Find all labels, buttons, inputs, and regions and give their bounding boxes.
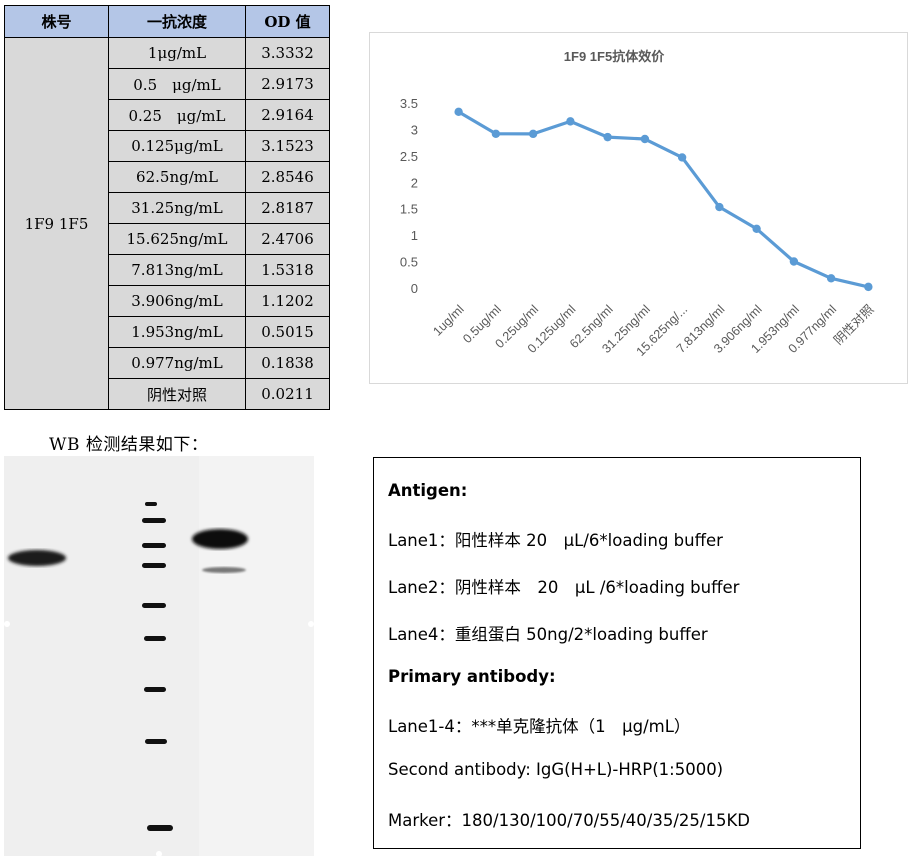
table-row: 阴性对照 0.0211 <box>5 378 330 410</box>
table-header-row: 株号 一抗浓度 OD 值 <box>4 5 330 38</box>
data-point <box>677 153 687 162</box>
concentration-cell: 0.125μg/mL <box>108 130 246 162</box>
wb-result-label: WB 检测结果如下： <box>49 435 209 455</box>
od-value-cell: 0.5015 <box>245 316 330 348</box>
header-od: OD 值 <box>245 5 330 38</box>
table-row: 0.125μg/mL 3.1523 <box>5 130 330 162</box>
x-tick-label: 1ug/ml <box>430 302 466 338</box>
chart-title: 1F9 1F5抗体效价 <box>564 49 665 64</box>
titer-line-chart: 1F9 1F5抗体效价 3.5 3 2.5 2 1.5 1 0.5 0 1ug/ml 0.5ug… <box>369 32 908 384</box>
marker-description: Marker：180/130/100/70/55/40/35/25/15KD <box>388 811 750 830</box>
second-antibody-description: Second antibody: IgG(H+L)-HRP(1:5000) <box>388 760 724 779</box>
data-point <box>752 224 761 233</box>
table-row: 62.5ng/mL 2.8546 <box>5 161 330 193</box>
od-value-cell: 3.3332 <box>245 37 330 69</box>
lane1-description: Lane1：阳性样本 20 μL/6*loading buffer <box>388 531 723 550</box>
table-row: 7.813ng/mL 1.5318 <box>5 254 330 286</box>
y-tick-label: 3 <box>411 122 418 137</box>
y-axis-ticks: 3.5 3 2.5 2 1.5 1 0.5 0 <box>400 96 418 296</box>
data-point <box>454 107 463 117</box>
table-row: 1F9 1F5 1μg/mL 3.3332 <box>4 37 330 410</box>
table-body: 1F9 1F5 1μg/mL 3.3332 0.5 μg/mL 2.9173 0.25 μ… <box>4 37 330 410</box>
concentration-cell: 62.5ng/mL <box>108 161 246 193</box>
concentration-cell: 1.953ng/mL <box>108 316 246 348</box>
y-tick-label: 2 <box>411 175 418 190</box>
od-value-cell: 0.0211 <box>245 378 330 410</box>
lane4-description: Lane4：重组蛋白 50ng/2*loading buffer <box>388 625 708 644</box>
header-strain: 株号 <box>4 5 109 38</box>
concentration-cell: 0.977ng/mL <box>108 347 246 379</box>
od-value-cell: 3.1523 <box>245 130 330 162</box>
table-row: 31.25ng/mL 2.8187 <box>5 192 330 224</box>
chart-svg: 1F9 1F5抗体效价 3.5 3 2.5 2 1.5 1 0.5 0 1ug/ml0.5ug… <box>400 49 877 359</box>
concentration-cell: 0.5 μg/mL <box>108 68 246 100</box>
strain-cell: 1F9 1F5 <box>4 37 109 410</box>
data-point <box>864 282 873 292</box>
od-value-cell: 2.9173 <box>245 68 330 100</box>
od-value-cell: 1.5318 <box>245 254 330 286</box>
header-concentration: 一抗浓度 <box>108 5 246 38</box>
od-value-cell: 2.8187 <box>245 192 330 224</box>
data-point <box>566 117 575 126</box>
od-value-cell: 2.4706 <box>245 223 330 255</box>
concentration-cell: 1μg/mL <box>108 37 246 69</box>
table-row: 3.906ng/mL 1.1202 <box>5 285 330 317</box>
data-point <box>789 257 799 266</box>
concentration-cell: 7.813ng/mL <box>108 254 246 286</box>
x-axis-ticks: 1ug/ml0.5ug/ml0.25ug/ml0.125ug/ml62.5ng/… <box>430 302 876 359</box>
y-tick-label: 3.5 <box>400 96 418 111</box>
od-value-cell: 1.1202 <box>245 285 330 317</box>
od-value-table: 株号 一抗浓度 OD 值 1F9 1F5 1μg/mL 3.3332 0.5 μg/m… <box>4 5 330 410</box>
concentration-cell: 3.906ng/mL <box>108 285 246 317</box>
concentration-cell: 15.625ng/mL <box>108 223 246 255</box>
data-point <box>528 129 538 139</box>
data-point <box>826 274 836 283</box>
lane4-band-main <box>192 529 248 549</box>
primary-antibody-description: Lane1-4：***单克隆抗体（1 μg/mL） <box>388 717 691 736</box>
lane1-band <box>8 550 66 566</box>
x-tick-label: 阴性对照 <box>831 302 876 347</box>
data-point <box>603 132 612 142</box>
series-polyline <box>457 110 869 289</box>
y-tick-label: 0.5 <box>400 255 418 270</box>
od-value-cell: 0.1838 <box>245 347 330 379</box>
data-point <box>640 134 650 144</box>
western-blot-svg <box>4 456 314 856</box>
antigen-title: Antigen: <box>388 481 468 500</box>
concentration-cell: 0.25 μg/mL <box>108 99 246 131</box>
primary-antibody-title: Primary antibody: <box>388 667 556 686</box>
experiment-info-box: Antigen: Lane1：阳性样本 20 μL/6*loading buff… <box>373 457 861 849</box>
concentration-cell: 31.25ng/mL <box>108 192 246 224</box>
data-point <box>715 202 724 212</box>
concentration-cell: 阴性对照 <box>108 378 246 410</box>
od-value-cell: 2.8546 <box>245 161 330 193</box>
lane4-band-minor <box>202 567 246 573</box>
y-tick-label: 2.5 <box>400 149 418 164</box>
western-blot-image <box>4 456 314 856</box>
marker-ladder <box>142 502 173 831</box>
lane2-description: Lane2：阴性样本 20 μL /6*loading buffer <box>388 578 740 597</box>
series-line <box>454 107 873 292</box>
table-row: 15.625ng/mL 2.4706 <box>5 223 330 255</box>
y-tick-label: 1 <box>411 228 418 243</box>
y-tick-label: 0 <box>411 281 418 296</box>
table-row: 0.977ng/mL 0.1838 <box>5 347 330 379</box>
od-value-cell: 2.9164 <box>245 99 330 131</box>
y-tick-label: 1.5 <box>400 202 418 217</box>
table-row: 0.5 μg/mL 2.9173 <box>5 68 330 100</box>
data-point <box>491 129 501 138</box>
